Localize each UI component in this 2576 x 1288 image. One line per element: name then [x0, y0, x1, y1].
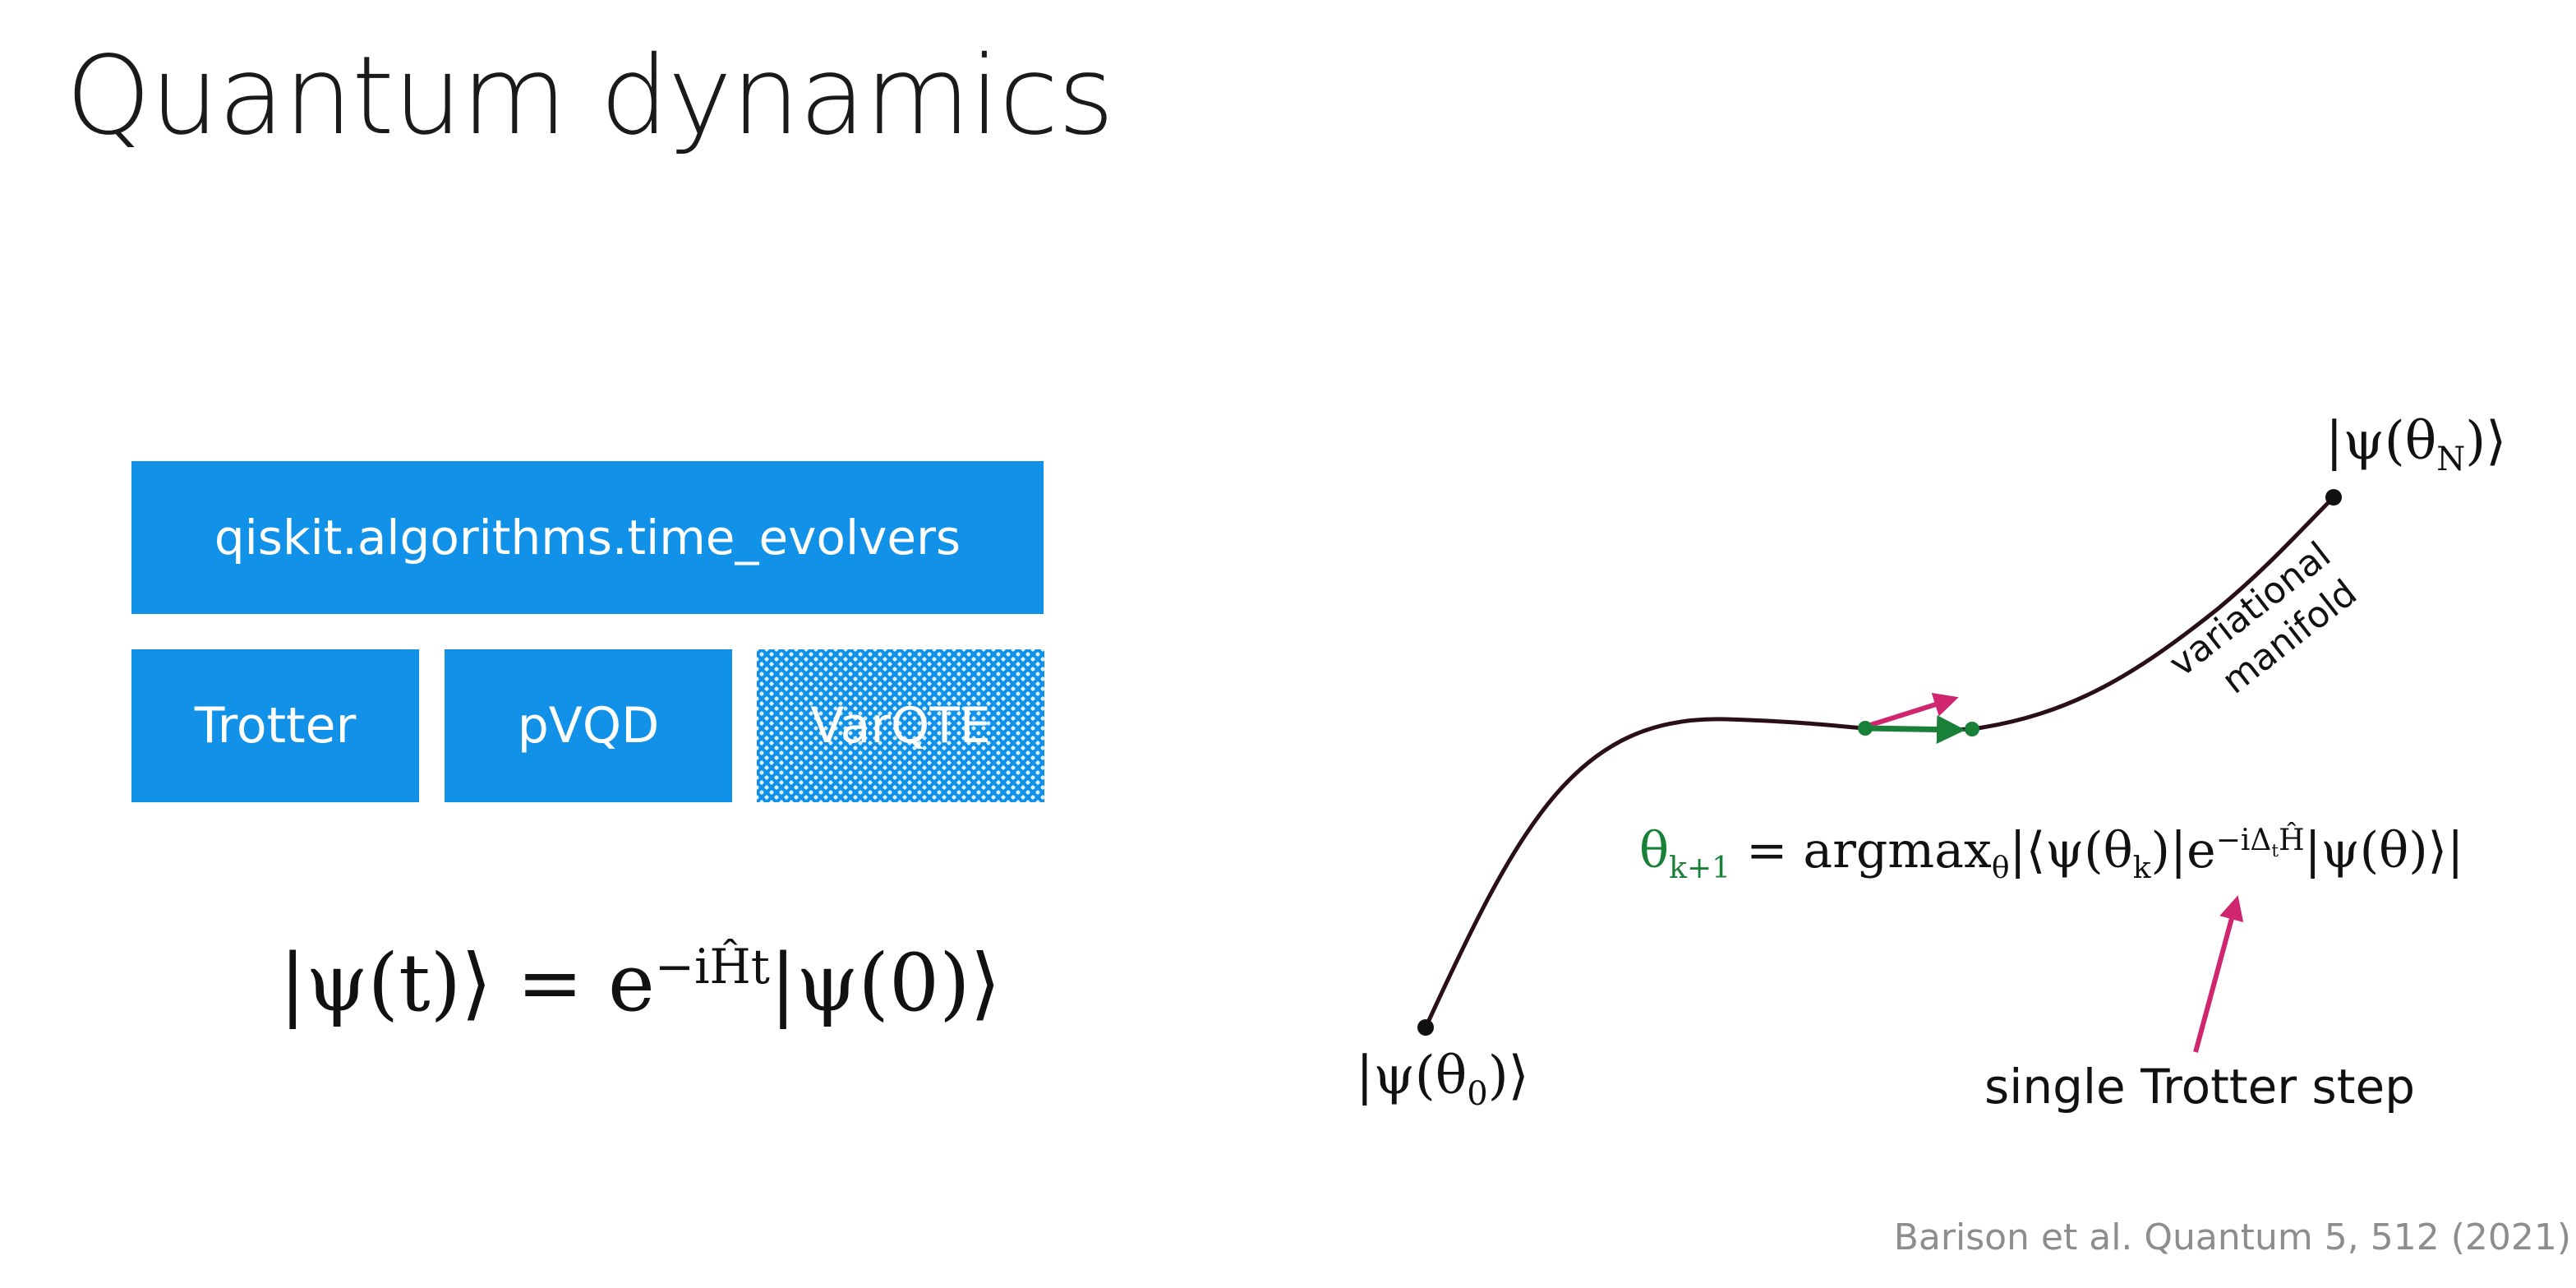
end-point: [2325, 489, 2342, 506]
manifold-label: variational manifold: [2161, 534, 2365, 703]
update-equation: θk+1 = argmaxθ|⟨ψ(θk)|e−iΔtĤ|ψ(θ)⟩|: [1639, 822, 2463, 885]
theta-next: θk+1: [1639, 822, 1731, 885]
end-state-label: |ψ(θN)⟩: [2325, 411, 2506, 478]
schrodinger-rhs: |ψ(0)⟩: [769, 937, 1001, 1029]
trotter-pointer-arrow: [2193, 895, 2244, 1053]
method-box-trotter: Trotter: [131, 649, 419, 802]
variational-manifold-curve: [1423, 496, 2335, 1029]
next-point: [1965, 722, 1979, 736]
inner-product-tail: )|e: [2150, 822, 2216, 879]
trotter-step-label: single Trotter step: [1984, 1059, 2415, 1115]
schrodinger-lhs: |ψ(t)⟩ = e: [279, 937, 655, 1029]
page-title: Quantum dynamics: [66, 33, 1114, 159]
inner-product-sub: k: [2132, 852, 2151, 885]
tangent-arrow: [1864, 692, 1959, 729]
inner-product-close: |ψ(θ)⟩|: [2304, 822, 2464, 879]
argmax-sub: θ: [1991, 852, 2010, 885]
projected-step-arrow: [1864, 715, 1965, 745]
update-exponent: −iΔtĤ: [2215, 824, 2305, 862]
citation: Barison et al. Quantum 5, 512 (2021): [1893, 1216, 2571, 1258]
inner-product-open: |⟨ψ(θ: [2009, 822, 2133, 879]
method-box-pvqd: pVQD: [445, 649, 732, 802]
method-box-varqte: VarQTE: [757, 649, 1044, 802]
schrodinger-exponent: −iĤt: [654, 939, 770, 995]
module-box: qiskit.algorithms.time_evolvers: [131, 461, 1044, 614]
start-point: [1417, 1019, 1434, 1036]
schrodinger-equation: |ψ(t)⟩ = e−iĤt|ψ(0)⟩: [279, 937, 1001, 1029]
argmax-text: = argmax: [1730, 822, 1992, 879]
current-point: [1858, 721, 1873, 736]
start-state-label: |ψ(θ0)⟩: [1356, 1046, 1529, 1113]
